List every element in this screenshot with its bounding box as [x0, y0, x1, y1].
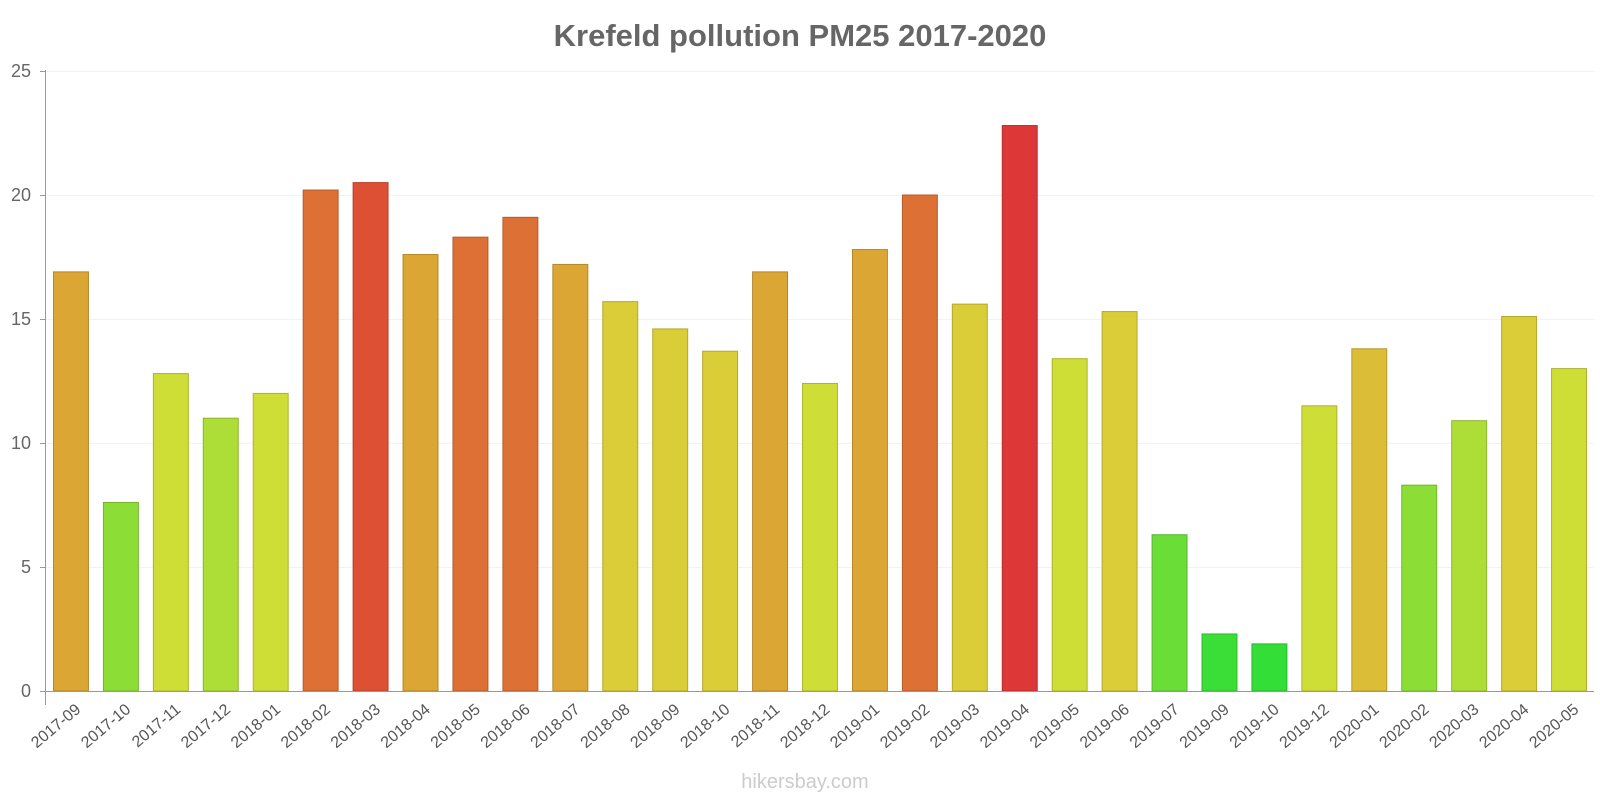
bar-2020-02[interactable] [1401, 484, 1438, 692]
x-tick-label: 2020-03 [1427, 701, 1483, 752]
x-tick-label: 2019-04 [977, 701, 1033, 752]
bar-2018-11[interactable] [752, 271, 789, 692]
bar-2018-06[interactable] [502, 216, 539, 692]
x-tick-label: 2018-09 [628, 701, 684, 752]
bar-2018-07[interactable] [552, 263, 589, 692]
bar-2019-05[interactable] [1051, 358, 1088, 692]
bar-2020-05[interactable] [1551, 368, 1588, 692]
bar-2017-11[interactable] [152, 373, 189, 692]
y-axis-ticks: 0 5 10 15 20 25 [11, 61, 46, 701]
x-tick-label: 2018-10 [677, 701, 733, 752]
bar-2018-09[interactable] [652, 328, 689, 692]
x-tick-label: 2018-06 [478, 701, 534, 752]
bar-2018-02[interactable] [302, 189, 339, 692]
bar-2018-08[interactable] [602, 301, 639, 692]
bars [52, 125, 1588, 692]
x-tick-label: 2018-11 [728, 701, 783, 751]
x-tick-label: 2019-01 [827, 701, 883, 752]
x-tick-label: 2019-07 [1127, 701, 1183, 752]
bar-2018-05[interactable] [452, 236, 489, 692]
y-tick-label: 0 [21, 681, 31, 701]
bar-2019-12[interactable] [1301, 405, 1338, 692]
x-tick-label: 2018-02 [278, 701, 334, 752]
x-tick-label: 2020-05 [1526, 701, 1582, 752]
y-tick-label: 20 [11, 185, 31, 205]
y-tick-label: 15 [11, 309, 31, 329]
x-tick-label: 2018-01 [228, 701, 284, 752]
bar-2020-04[interactable] [1501, 316, 1538, 692]
bar-2017-10[interactable] [102, 502, 139, 692]
x-tick-label: 2017-09 [28, 701, 84, 752]
x-tick-label: 2019-06 [1077, 701, 1133, 752]
x-tick-label: 2018-07 [528, 701, 584, 752]
bar-2019-03[interactable] [951, 303, 988, 692]
bar-2018-04[interactable] [402, 254, 439, 692]
x-tick-label: 2017-12 [178, 701, 234, 752]
bar-2017-09[interactable] [52, 271, 89, 692]
chart-title: Krefeld pollution PM25 2017-2020 [554, 18, 1047, 53]
bar-2020-01[interactable] [1351, 348, 1388, 692]
y-tick-label: 5 [21, 557, 31, 577]
bar-2019-09[interactable] [1201, 633, 1238, 692]
bar-2018-03[interactable] [352, 182, 389, 692]
bar-2019-02[interactable] [901, 194, 938, 692]
x-tick-label: 2018-12 [777, 701, 833, 752]
x-tick-label: 2018-03 [328, 701, 384, 752]
bar-2019-06[interactable] [1101, 311, 1138, 692]
bar-2019-01[interactable] [851, 249, 888, 692]
x-tick-label: 2018-04 [378, 701, 434, 752]
x-tick-label: 2019-09 [1177, 701, 1233, 752]
x-tick-label: 2020-01 [1327, 701, 1383, 752]
bar-2020-03[interactable] [1451, 420, 1488, 692]
y-tick-label: 25 [11, 61, 31, 81]
bar-2019-04[interactable] [1001, 125, 1038, 692]
x-tick-label: 2020-02 [1377, 701, 1433, 752]
x-tick-label: 2020-04 [1476, 701, 1532, 752]
x-tick-label: 2018-08 [578, 701, 634, 752]
source-watermark: hikersbay.com [741, 771, 868, 793]
bar-2018-12[interactable] [802, 382, 838, 692]
x-tick-label: 2019-12 [1277, 701, 1333, 752]
bar-2019-07[interactable] [1151, 534, 1188, 692]
x-tick-label: 2017-10 [78, 701, 134, 752]
x-tick-label: 2019-05 [1027, 701, 1083, 752]
x-axis-ticks: 2017-092017-102017-112017-122018-012018-… [28, 701, 1582, 752]
bar-2018-01[interactable] [252, 392, 289, 692]
x-tick-label: 2019-03 [927, 701, 983, 752]
bar-2019-10[interactable] [1251, 643, 1288, 692]
x-tick-label: 2019-10 [1227, 701, 1283, 752]
bar-2018-10[interactable] [702, 350, 739, 692]
x-tick-label: 2018-05 [428, 701, 484, 752]
x-tick-label: 2017-11 [129, 701, 184, 751]
x-tick-label: 2019-02 [877, 701, 933, 752]
y-tick-label: 10 [11, 433, 31, 453]
bar-2017-12[interactable] [202, 417, 239, 692]
